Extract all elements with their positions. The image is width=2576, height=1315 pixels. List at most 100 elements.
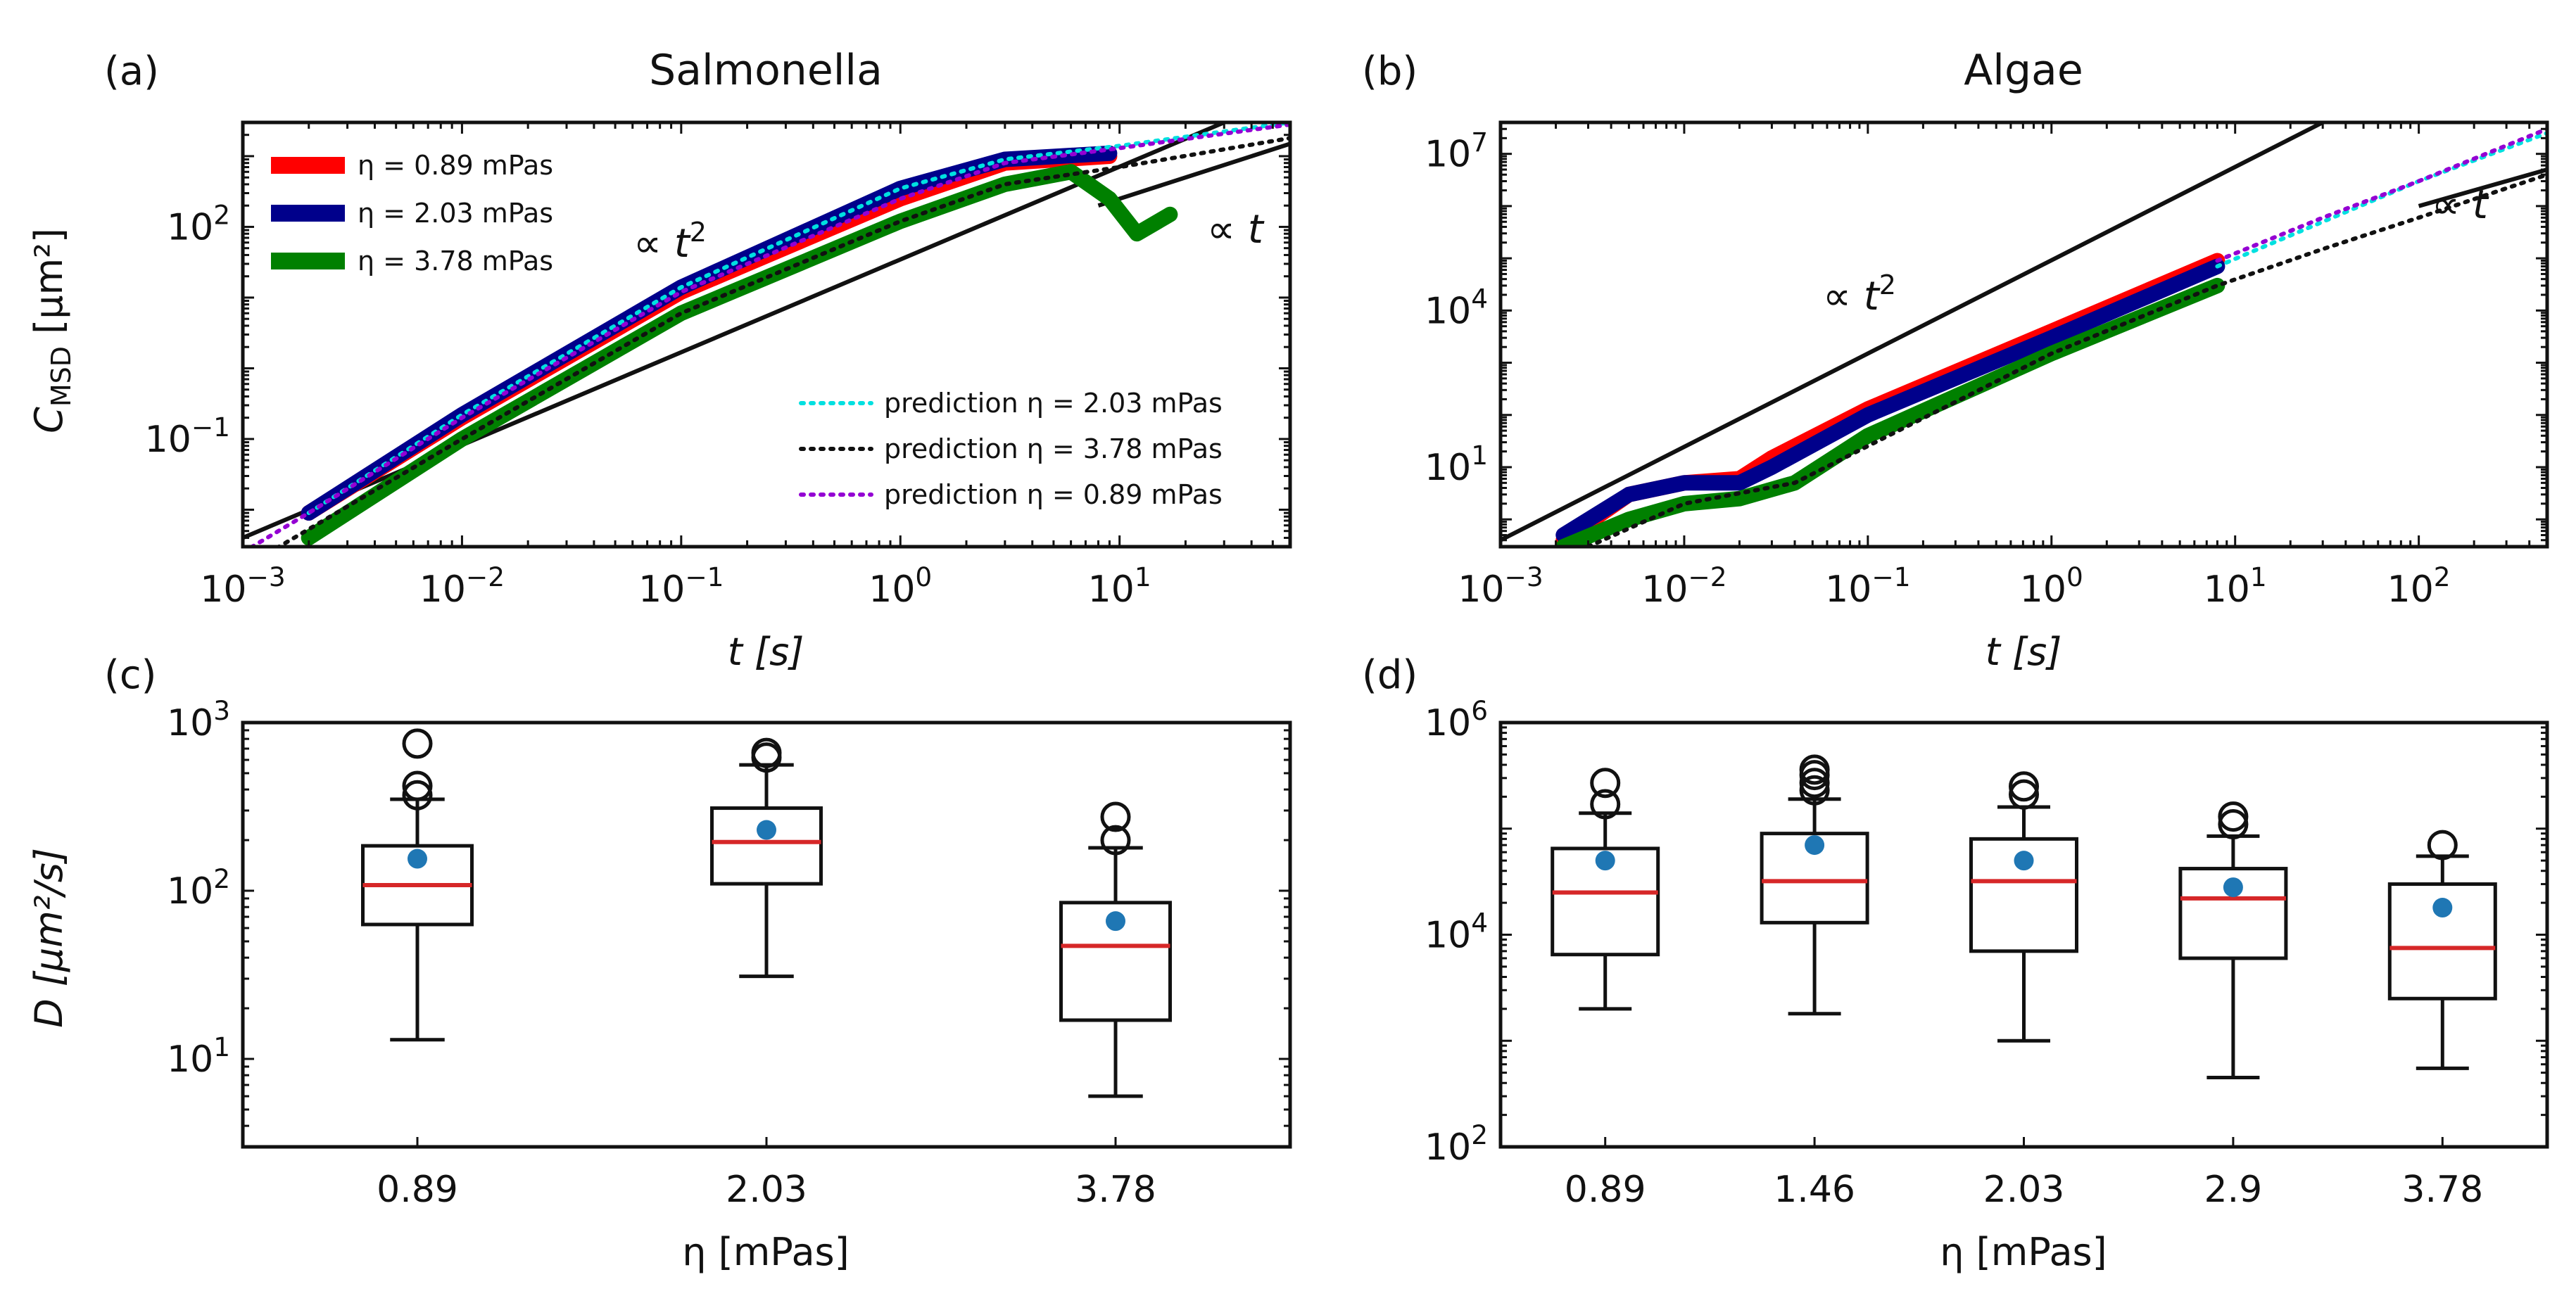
- panel-a-guide-line-1: [1097, 141, 1290, 208]
- panel-b-guide-line-1: [2418, 167, 2547, 208]
- panel-d-ytick-label: 102: [1425, 1119, 1488, 1169]
- panel-b-title: Algae: [1964, 46, 2083, 95]
- panel-d-mean-0: [1595, 851, 1615, 871]
- panel-c-frame: [241, 720, 1292, 1149]
- panel-d-box-1: [1760, 832, 1869, 925]
- panel-a-ylabel: CMSD [μm²]: [27, 228, 77, 433]
- panel-c-outlier-2-0: [1100, 825, 1131, 856]
- panel-c-ylabel-text: D [μm²/s]: [27, 848, 71, 1028]
- panel-b-xlabel: t [s]: [1985, 630, 2062, 674]
- panel-d-outlier-1-0: [1799, 775, 1830, 806]
- panel-c-outlier-2-1: [1100, 801, 1131, 832]
- panel-c-xlabel: η [mPas]: [682, 1230, 850, 1274]
- panel-c-tag: (c): [104, 652, 156, 698]
- panel-d-outlier-0-0: [1590, 789, 1621, 820]
- panel-d-outlier-2-0: [2009, 779, 2039, 810]
- panel-c-outlier-0-0: [402, 780, 433, 811]
- panel-c-xtick-label-1: 2.03: [726, 1169, 807, 1211]
- panel-a-prediction-0: [306, 122, 1290, 515]
- panel-a-guide-label-0: ∝ t2: [633, 217, 707, 267]
- panel-c-outlier-1-1: [751, 737, 782, 768]
- panel-d-box-3: [2178, 867, 2288, 960]
- panel-d-xtick-label-3: 2.9: [2204, 1169, 2263, 1211]
- panel-c-ytick-label: 102: [167, 863, 230, 913]
- panel-b-tag: (b): [1362, 49, 1418, 94]
- panel-b-guide-label-1: ∝ t: [2432, 182, 2489, 228]
- panel-d-outlier-3-0: [2218, 809, 2249, 840]
- panel-a-plot-area: [243, 122, 1290, 547]
- panel-d-outlier-1-3: [1799, 754, 1830, 785]
- panel-a-title: Salmonella: [649, 46, 883, 95]
- panel-a-pred-legend-label-0: prediction η = 2.03 mPas: [884, 388, 1223, 419]
- panel-d-xtick-label-4: 3.78: [2401, 1169, 2483, 1211]
- panel-d-mean-3: [2223, 877, 2243, 898]
- panel-a-legend-label-1: η = 2.03 mPas: [358, 198, 553, 229]
- panel-b-xtick-label: 101: [2204, 561, 2267, 611]
- panel-a-tag: (a): [104, 49, 159, 94]
- panel-b-ytick-label: 104: [1425, 283, 1488, 332]
- panel-b-xtick-label: 10−1: [1825, 561, 1910, 611]
- panel-d-outlier-0-1: [1590, 768, 1621, 799]
- panel-c-outlier-0-2: [402, 728, 433, 759]
- panel-d-plot: 0.89 1.46 2.03 2.9 3.78 102 104 106: [1425, 695, 2549, 1211]
- panel-d-mean-4: [2432, 898, 2453, 918]
- panel-c-mean-1: [757, 820, 776, 840]
- panel-d-xtick-label-2: 2.03: [1983, 1169, 2065, 1211]
- panel-a-pred-legend-label-2: prediction η = 0.89 mPas: [884, 479, 1223, 510]
- panel-c-outlier-0-1: [402, 770, 433, 801]
- panel-c-ytick-label: 101: [167, 1031, 230, 1081]
- panel-b-xtick-label: 10−2: [1641, 561, 1726, 611]
- panel-d-ytick-label: 106: [1425, 695, 1488, 744]
- panel-b-prediction-1: [1586, 172, 2547, 547]
- panel-c-xtick-label-0: 0.89: [377, 1169, 458, 1211]
- panel-a-ylabel-text: CMSD [μm²]: [27, 228, 77, 433]
- panel-c-box-1: [710, 806, 823, 886]
- panel-b-plot-area: [1501, 122, 2547, 547]
- panel-a-plot: 10−1 102 10−3 10−2 10−1 100 101 ∝ t2 ∝ t η = 0.89…: [145, 120, 1292, 611]
- panel-a-ytick-label: 10−1: [145, 412, 230, 461]
- panel-a-xtick-label: 100: [869, 561, 932, 611]
- panel-c-plot: 0.89 2.03 3.78 101 102 103: [167, 695, 1292, 1211]
- panel-a-xlabel: t [s]: [728, 630, 804, 674]
- panel-d-outlier-1-1: [1799, 768, 1830, 799]
- panel-b-guide-line-0: [1501, 122, 2324, 542]
- panel-c-mean-2: [1106, 911, 1125, 932]
- panel-a-prediction-1: [274, 136, 1290, 547]
- panel-b-xtick-label: 100: [2020, 561, 2083, 611]
- panel-b-ytick-label: 107: [1425, 127, 1488, 176]
- panel-a-legend-label-0: η = 0.89 mPas: [358, 150, 553, 181]
- panel-a-xtick-label: 101: [1088, 561, 1151, 611]
- panel-d-xtick-label-1: 1.46: [1774, 1169, 1855, 1211]
- panel-b-series-2: [1555, 277, 2225, 547]
- panel-c-mean-0: [408, 849, 427, 869]
- panel-b-xtick-label: 102: [2387, 561, 2451, 611]
- panel-d-xlabel: η [mPas]: [1940, 1230, 2107, 1274]
- panel-a-guide-label-1: ∝ t: [1207, 207, 1265, 253]
- panel-d-box-4: [2387, 882, 2497, 1000]
- panel-d-outlier-2-1: [2009, 771, 2039, 802]
- panel-c-box-2: [1059, 901, 1172, 1022]
- panel-a-xtick-label: 10−2: [419, 561, 505, 611]
- panel-d-mean-2: [2014, 851, 2034, 871]
- panel-a-xtick-label: 10−3: [200, 561, 285, 611]
- panel-d-mean-1: [1805, 835, 1825, 856]
- panel-b-guide-label-0: ∝ t2: [1823, 269, 1896, 319]
- panel-d-box-2: [1969, 837, 2078, 953]
- panel-b-ytick-label: 101: [1425, 440, 1488, 489]
- panel-a-pred-legend-label-1: prediction η = 3.78 mPas: [884, 433, 1223, 464]
- panel-c-xtick-label-2: 3.78: [1075, 1169, 1156, 1211]
- panel-a-legend-label-2: η = 3.78 mPas: [358, 246, 553, 277]
- panel-d-box-0: [1551, 846, 1660, 957]
- panel-d-outlier-4-0: [2427, 830, 2458, 860]
- panel-d-ytick-label: 104: [1425, 908, 1488, 957]
- panel-b-series-1: [1555, 258, 2225, 543]
- panel-b-plot: 101 104 107 10−3 10−2 10−1 100 101 102 ∝ t2 ∝ t: [1425, 120, 2549, 611]
- panel-b-prediction-2: [2215, 127, 2547, 263]
- panel-d-xtick-label-0: 0.89: [1565, 1169, 1646, 1211]
- panel-c-ytick-label: 103: [167, 695, 230, 744]
- panel-a-ytick-label: 102: [167, 200, 230, 249]
- panel-d-outlier-3-1: [2218, 801, 2249, 832]
- panel-c-ylabel: D [μm²/s]: [27, 848, 71, 1028]
- panel-a-prediction-2: [248, 122, 1290, 547]
